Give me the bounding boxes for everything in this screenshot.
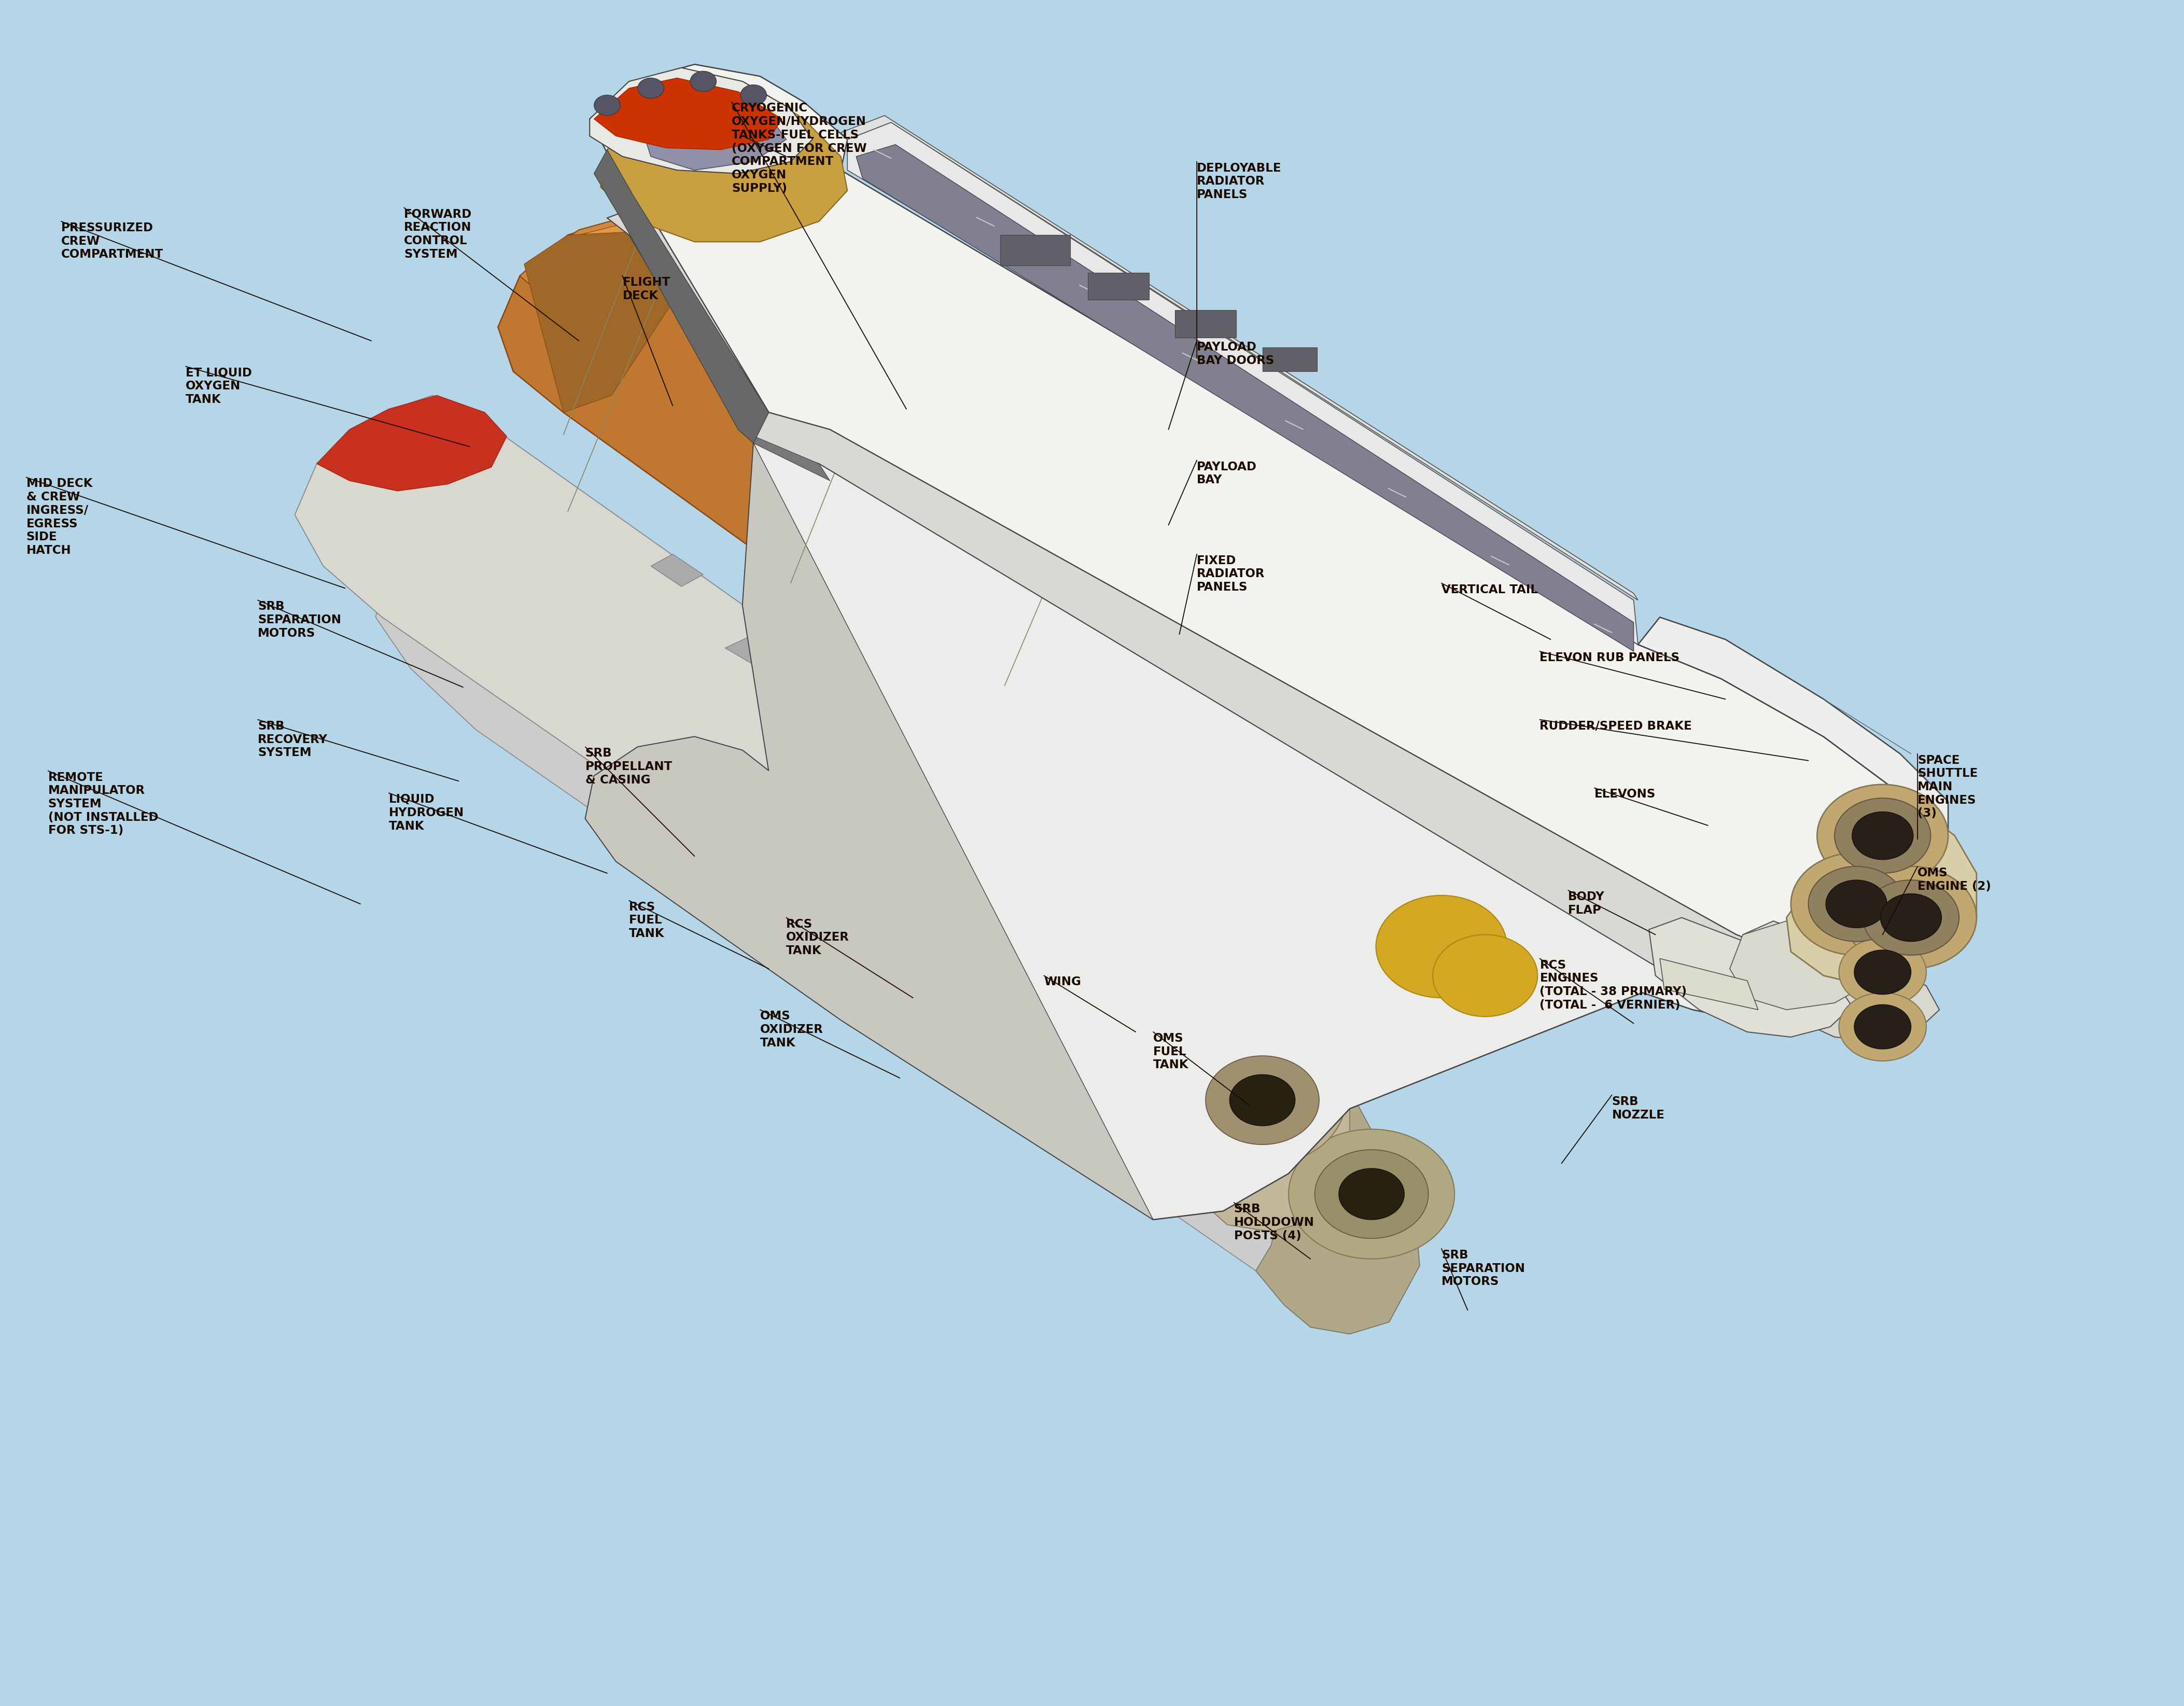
Polygon shape bbox=[594, 150, 769, 444]
Circle shape bbox=[1817, 785, 1948, 887]
Text: DEPLOYABLE
RADIATOR
PANELS: DEPLOYABLE RADIATOR PANELS bbox=[1197, 162, 1282, 201]
Circle shape bbox=[1826, 880, 1887, 928]
Text: VERTICAL TAIL: VERTICAL TAIL bbox=[1441, 583, 1538, 595]
Polygon shape bbox=[590, 68, 812, 174]
Text: CRYOGENIC
OXYGEN/HYDROGEN
TANKS-FUEL CELLS
(OXYGEN FOR CREW
COMPARTMENT
OXYGEN
S: CRYOGENIC OXYGEN/HYDROGEN TANKS-FUEL CEL… bbox=[732, 102, 867, 194]
Text: ET LIQUID
OXYGEN
TANK: ET LIQUID OXYGEN TANK bbox=[186, 367, 251, 406]
Circle shape bbox=[1339, 1169, 1404, 1220]
Polygon shape bbox=[524, 230, 703, 413]
Text: RCS
OXIDIZER
TANK: RCS OXIDIZER TANK bbox=[786, 918, 850, 957]
Circle shape bbox=[1206, 1056, 1319, 1145]
Text: SRB
HOLDDOWN
POSTS (4): SRB HOLDDOWN POSTS (4) bbox=[1234, 1203, 1315, 1242]
Polygon shape bbox=[856, 145, 1634, 652]
Polygon shape bbox=[389, 498, 563, 589]
Text: BODY
FLAP: BODY FLAP bbox=[1568, 891, 1605, 916]
Text: FORWARD
REACTION
CONTROL
SYSTEM: FORWARD REACTION CONTROL SYSTEM bbox=[404, 208, 472, 259]
Polygon shape bbox=[1638, 618, 1948, 856]
Text: SRB
SEPARATION
MOTORS: SRB SEPARATION MOTORS bbox=[258, 601, 341, 640]
Text: WING: WING bbox=[1044, 976, 1081, 988]
Circle shape bbox=[1376, 896, 1507, 998]
Circle shape bbox=[1854, 950, 1911, 995]
Circle shape bbox=[1839, 993, 1926, 1061]
Text: PRESSURIZED
CREW
COMPARTMENT: PRESSURIZED CREW COMPARTMENT bbox=[61, 222, 164, 261]
Text: SRB
NOZZLE: SRB NOZZLE bbox=[1612, 1095, 1664, 1121]
Polygon shape bbox=[651, 554, 703, 587]
Circle shape bbox=[1289, 1129, 1455, 1259]
Polygon shape bbox=[585, 444, 1153, 1220]
Circle shape bbox=[1845, 867, 1977, 969]
Polygon shape bbox=[1660, 959, 1758, 1010]
Polygon shape bbox=[725, 638, 782, 669]
Circle shape bbox=[1839, 938, 1926, 1007]
Text: PAYLOAD
BAY DOORS: PAYLOAD BAY DOORS bbox=[1197, 341, 1273, 367]
Polygon shape bbox=[317, 396, 507, 491]
Text: ELEVONS: ELEVONS bbox=[1594, 788, 1655, 800]
Polygon shape bbox=[841, 116, 1638, 601]
FancyBboxPatch shape bbox=[1262, 348, 1317, 372]
Text: RUDDER/SPEED BRAKE: RUDDER/SPEED BRAKE bbox=[1540, 720, 1693, 732]
Text: OMS
ENGINE (2): OMS ENGINE (2) bbox=[1918, 867, 1992, 892]
Circle shape bbox=[1315, 1150, 1428, 1239]
Text: OMS
FUEL
TANK: OMS FUEL TANK bbox=[1153, 1032, 1188, 1071]
Text: SPACE
SHUTTLE
MAIN
ENGINES
(3): SPACE SHUTTLE MAIN ENGINES (3) bbox=[1918, 754, 1979, 819]
Polygon shape bbox=[498, 218, 1503, 1003]
Polygon shape bbox=[295, 396, 1350, 1232]
Circle shape bbox=[1433, 935, 1538, 1017]
Circle shape bbox=[690, 72, 716, 92]
Circle shape bbox=[740, 85, 767, 106]
Polygon shape bbox=[1730, 921, 1874, 1010]
Text: SRB
SEPARATION
MOTORS: SRB SEPARATION MOTORS bbox=[1441, 1249, 1524, 1288]
Circle shape bbox=[638, 78, 664, 99]
Text: RCS
ENGINES
(TOTAL - 38 PRIMARY)
(TOTAL -  6 VERNIER): RCS ENGINES (TOTAL - 38 PRIMARY) (TOTAL … bbox=[1540, 959, 1686, 1010]
Polygon shape bbox=[1743, 921, 1939, 1041]
Circle shape bbox=[1835, 798, 1931, 873]
Polygon shape bbox=[1649, 918, 1852, 1037]
Text: ELEVON RUB PANELS: ELEVON RUB PANELS bbox=[1540, 652, 1679, 664]
Polygon shape bbox=[847, 123, 1638, 645]
Polygon shape bbox=[579, 222, 681, 264]
Polygon shape bbox=[607, 205, 1835, 993]
Circle shape bbox=[1179, 1036, 1345, 1165]
Circle shape bbox=[594, 96, 620, 116]
Text: SRB
PROPELLANT
& CASING: SRB PROPELLANT & CASING bbox=[585, 747, 673, 786]
Text: MID DECK
& CREW
INGRESS/
EGRESS
SIDE
HATCH: MID DECK & CREW INGRESS/ EGRESS SIDE HAT… bbox=[26, 478, 92, 556]
Text: OMS
OXIDIZER
TANK: OMS OXIDIZER TANK bbox=[760, 1010, 823, 1049]
Polygon shape bbox=[590, 65, 1948, 959]
Text: LIQUID
HYDROGEN
TANK: LIQUID HYDROGEN TANK bbox=[389, 793, 463, 833]
Circle shape bbox=[1880, 894, 1942, 942]
Polygon shape bbox=[585, 413, 1824, 1220]
Polygon shape bbox=[1256, 1078, 1420, 1334]
Text: RCS
FUEL
TANK: RCS FUEL TANK bbox=[629, 901, 664, 940]
Text: REMOTE
MANIPULATOR
SYSTEM
(NOT INSTALLED
FOR STS-1): REMOTE MANIPULATOR SYSTEM (NOT INSTALLED… bbox=[48, 771, 157, 836]
Circle shape bbox=[1854, 1005, 1911, 1049]
FancyBboxPatch shape bbox=[1175, 310, 1236, 338]
Polygon shape bbox=[738, 430, 830, 481]
Circle shape bbox=[1863, 880, 1959, 955]
Text: PAYLOAD
BAY: PAYLOAD BAY bbox=[1197, 461, 1258, 486]
Polygon shape bbox=[1168, 976, 1350, 1232]
Polygon shape bbox=[594, 78, 782, 150]
Text: SRB
RECOVERY
SYSTEM: SRB RECOVERY SYSTEM bbox=[258, 720, 328, 759]
Polygon shape bbox=[601, 82, 847, 242]
Circle shape bbox=[1230, 1075, 1295, 1126]
Polygon shape bbox=[376, 498, 1420, 1334]
Circle shape bbox=[1791, 853, 1922, 955]
Circle shape bbox=[1808, 867, 1904, 942]
FancyBboxPatch shape bbox=[1088, 273, 1149, 300]
Polygon shape bbox=[1787, 802, 1977, 986]
Polygon shape bbox=[520, 218, 703, 307]
FancyBboxPatch shape bbox=[1000, 235, 1070, 266]
Text: FLIGHT
DECK: FLIGHT DECK bbox=[622, 276, 670, 302]
Text: FIXED
RADIATOR
PANELS: FIXED RADIATOR PANELS bbox=[1197, 554, 1265, 594]
Circle shape bbox=[1852, 812, 1913, 860]
Polygon shape bbox=[644, 99, 786, 171]
